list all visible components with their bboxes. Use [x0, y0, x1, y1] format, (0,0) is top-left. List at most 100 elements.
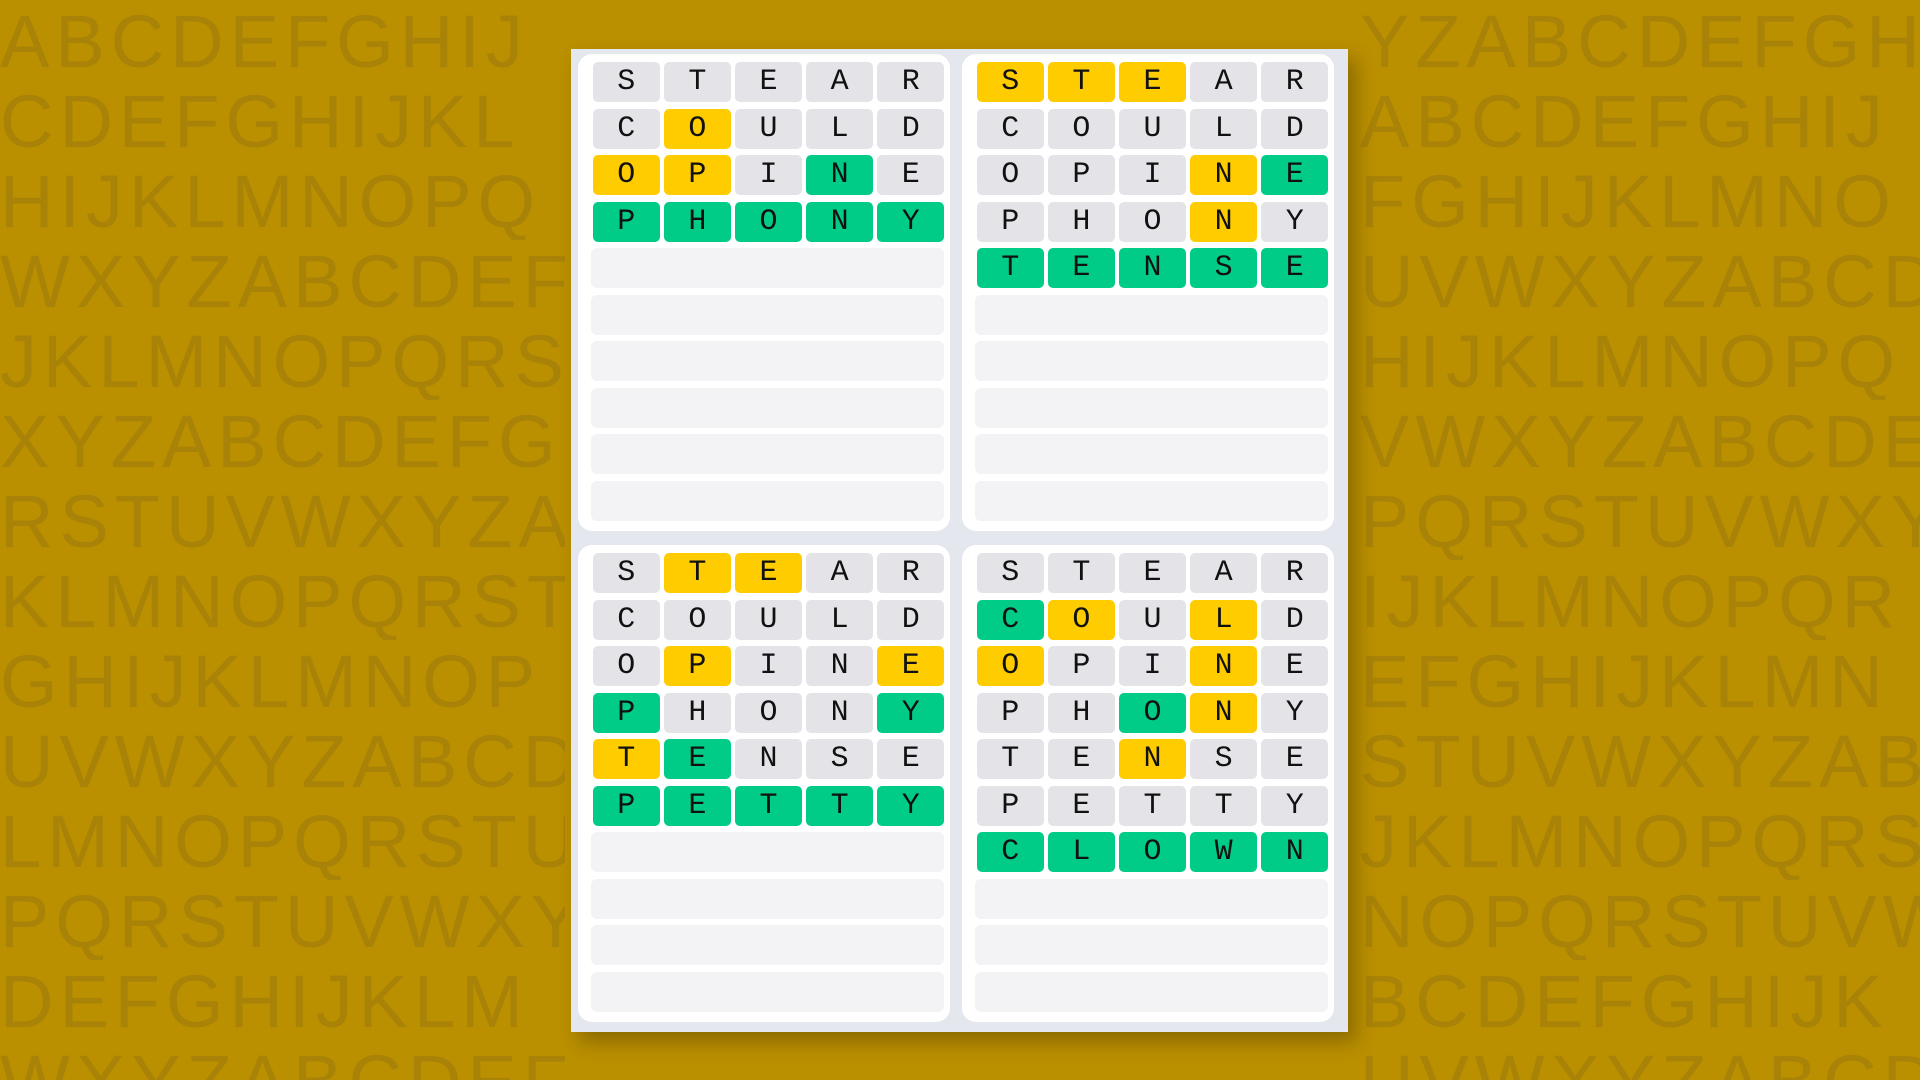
tile-absent	[977, 692, 1044, 733]
guess-row: TENSE	[977, 739, 1328, 779]
tile-group	[977, 62, 1328, 102]
tile-absent	[1048, 201, 1115, 242]
watermark-row-right: PQRSTUVWXY	[1360, 484, 1920, 560]
tile-absent	[1048, 692, 1115, 733]
empty-row	[591, 248, 944, 288]
tile-present	[1190, 201, 1257, 242]
tile-absent	[977, 553, 1044, 593]
tile-present	[664, 108, 731, 149]
guess-row: STEAR	[593, 62, 944, 102]
tile-absent	[1048, 785, 1115, 826]
empty-row	[975, 341, 1328, 381]
tile-absent	[1119, 553, 1186, 593]
tile-correct	[1048, 248, 1115, 288]
tile-absent	[1261, 646, 1328, 686]
guess-word: PHONY	[1001, 695, 1357, 730]
watermark-row-right: ABCDEFGHIJ	[1360, 84, 1889, 160]
tile-correct	[1048, 832, 1115, 872]
guess-word: TENSE	[1001, 742, 1357, 776]
empty-row	[591, 480, 944, 521]
guess-row: PETTY	[977, 785, 1328, 826]
tile-correct	[1261, 832, 1328, 872]
tile-absent	[1119, 785, 1186, 826]
tile-group	[977, 248, 1328, 288]
tile-correct	[806, 201, 873, 242]
empty-row	[975, 878, 1328, 919]
watermark-row-right: HIJKLMNOPQ	[1360, 324, 1902, 400]
guess-word: STEAR	[1001, 65, 1357, 99]
tile-correct	[977, 832, 1044, 872]
tile-absent	[1190, 739, 1257, 779]
empty-row	[975, 294, 1328, 335]
tile-absent	[977, 155, 1044, 195]
watermark-row-right: FGHIJKLMNO	[1360, 164, 1897, 240]
watermark-row-left: DEFGHIJKLM	[0, 964, 529, 1040]
board-3: STEAR COULD OPINE PHONY TENSE PETTY	[578, 545, 950, 1022]
tile-group	[593, 201, 944, 242]
tile-absent	[1261, 599, 1328, 640]
empty-row	[591, 294, 944, 335]
tile-absent	[664, 692, 731, 733]
empty-row	[975, 480, 1328, 521]
tile-correct	[593, 692, 660, 733]
tile-present	[664, 553, 731, 593]
guess-row: OPINE	[593, 646, 944, 686]
guess-row: STEAR	[977, 553, 1328, 593]
watermark-row-right: STUVWXYZAB	[1360, 724, 1920, 800]
watermark-row-left: GHIJKLMNOP	[0, 644, 542, 720]
tile-correct	[877, 785, 944, 826]
tile-correct	[593, 785, 660, 826]
tile-absent	[877, 108, 944, 149]
watermark-row-left: PQRSTUVWXY	[0, 884, 565, 960]
guess-word: COULD	[1001, 111, 1357, 146]
tile-absent	[1119, 646, 1186, 686]
tile-group	[593, 739, 944, 779]
tile-present	[1190, 692, 1257, 733]
tile-correct	[593, 201, 660, 242]
tile-absent	[1190, 785, 1257, 826]
tile-present	[735, 553, 802, 593]
tile-absent	[1048, 646, 1115, 686]
tile-correct	[664, 739, 731, 779]
tile-absent	[1048, 739, 1115, 779]
tile-absent	[1190, 553, 1257, 593]
tile-absent	[1048, 155, 1115, 195]
empty-row	[591, 387, 944, 428]
tile-absent	[806, 692, 873, 733]
guess-row: TENSE	[977, 248, 1328, 288]
tile-absent	[735, 646, 802, 686]
guess-word: TENSE	[617, 742, 973, 776]
empty-row	[591, 341, 944, 381]
watermark-row-left: CDEFGHIJKL	[0, 84, 521, 160]
tile-absent	[1119, 155, 1186, 195]
tile-group	[977, 739, 1328, 779]
tile-group	[977, 553, 1328, 593]
watermark-row-left: LMNOPQRSTU	[0, 804, 565, 880]
guess-row: STEAR	[977, 62, 1328, 102]
guess-word: COULD	[617, 602, 973, 637]
guess-row: CLOWN	[977, 832, 1328, 872]
tile-group	[977, 785, 1328, 826]
tile-group	[593, 108, 944, 149]
tile-present	[1119, 62, 1186, 102]
tile-absent	[1261, 108, 1328, 149]
empty-row	[591, 925, 944, 965]
tile-absent	[1119, 599, 1186, 640]
tile-absent	[1261, 62, 1328, 102]
watermark-row-left: HIJKLMNOPQ	[0, 164, 542, 240]
tile-absent	[1261, 553, 1328, 593]
watermark-row-right: VWXYZABCDE	[1360, 404, 1920, 480]
empty-row	[975, 434, 1328, 474]
tile-absent	[664, 599, 731, 640]
tile-absent	[593, 599, 660, 640]
tile-present	[1048, 599, 1115, 640]
tile-absent	[806, 553, 873, 593]
tile-present	[664, 646, 731, 686]
tile-absent	[593, 108, 660, 149]
tile-present	[593, 155, 660, 195]
guess-word: PHONY	[617, 695, 973, 730]
empty-row	[591, 878, 944, 919]
guess-row: TENSE	[593, 739, 944, 779]
watermark-row-right: YZABCDEFGH	[1360, 4, 1920, 80]
